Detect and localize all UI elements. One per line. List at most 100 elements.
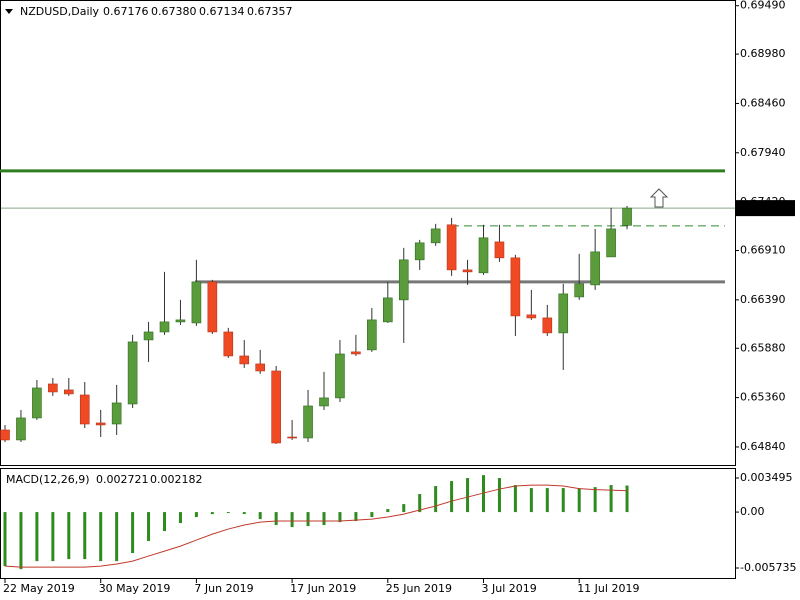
- y-tick-label: 0.67940: [740, 146, 786, 159]
- candle-body: [255, 363, 265, 372]
- macd-bar: [51, 512, 55, 562]
- y-tick-label: 0.64840: [740, 440, 786, 453]
- chart-title: NZDUSD,Daily: [20, 5, 100, 18]
- candle-body: [303, 405, 313, 439]
- candle-body: [319, 397, 329, 407]
- y-tick-label: 0.003495: [740, 471, 793, 484]
- macd-bar: [402, 504, 406, 513]
- macd-bar: [625, 485, 629, 513]
- candle-body: [542, 317, 553, 334]
- macd-bar: [99, 512, 103, 562]
- open-label: 0.67176: [103, 5, 149, 18]
- candle-body: [207, 281, 218, 333]
- y-tick-label: 0.00: [740, 505, 765, 518]
- candle-body: [335, 353, 345, 399]
- macd-bar: [561, 488, 565, 513]
- macd-bar: [529, 488, 533, 513]
- signal-line: [4, 484, 628, 568]
- candle-body: [95, 422, 106, 426]
- candle-body: [382, 297, 393, 323]
- y-tick-label: 0.68460: [740, 96, 786, 109]
- macd-bar: [19, 512, 23, 570]
- candle-body: [239, 355, 250, 365]
- macd-bar: [226, 512, 230, 514]
- candle-body: [446, 224, 457, 271]
- candle-body: [367, 319, 377, 351]
- macd-bar: [35, 512, 39, 562]
- candle-body: [398, 259, 409, 301]
- macd-bar: [115, 512, 119, 562]
- macd-bar: [434, 486, 438, 513]
- macd-bar: [482, 475, 485, 513]
- candle-body: [48, 383, 58, 393]
- candle-body: [351, 351, 361, 355]
- macd-bar: [386, 509, 390, 513]
- candle-body: [478, 237, 489, 274]
- candle-body: [16, 417, 26, 441]
- macd-value: 0.002721: [96, 473, 149, 486]
- main-panel: [0, 0, 736, 466]
- price-box-label: 0.67357: [740, 201, 786, 214]
- up-arrow-icon: [649, 188, 669, 208]
- y-tick-label: 0.68980: [740, 47, 786, 60]
- macd-panel: [0, 468, 736, 579]
- candle-body: [510, 257, 521, 317]
- macd-bar: [418, 494, 422, 513]
- candle-body: [175, 319, 186, 323]
- candle-body: [79, 394, 90, 425]
- macd-bar: [83, 512, 87, 560]
- signal-value: 0.002182: [150, 473, 203, 486]
- macd-bar: [178, 512, 182, 524]
- x-tick-label: 25 Jun 2019: [386, 582, 452, 595]
- macd-bar: [577, 488, 581, 513]
- y-tick-label: 0.69490: [740, 0, 786, 12]
- macd-bar: [593, 487, 597, 513]
- candle-body: [606, 228, 616, 258]
- candle-body: [526, 314, 537, 319]
- macd-bar: [338, 512, 342, 523]
- macd-bar: [322, 512, 326, 526]
- candle-body: [622, 207, 632, 226]
- macd-bar: [67, 512, 71, 560]
- candle-body: [0, 429, 10, 441]
- macd-bar: [194, 512, 198, 518]
- candle-body: [143, 331, 154, 341]
- macd-bar: [609, 485, 613, 513]
- macd-bar: [258, 512, 262, 520]
- candle-body: [430, 228, 441, 244]
- y-tick-label: 0.66910: [740, 244, 786, 257]
- y-tick-label: 0.66390: [740, 293, 786, 306]
- candle-body: [223, 331, 234, 357]
- x-tick-label: 17 Jun 2019: [290, 582, 356, 595]
- x-tick-label: 22 May 2019: [3, 582, 75, 595]
- candle-body: [414, 242, 425, 261]
- macd-bar: [466, 478, 470, 513]
- candle-body: [271, 370, 281, 444]
- macd-bar: [306, 512, 310, 527]
- menu-triangle[interactable]: [5, 9, 13, 14]
- macd-bar: [497, 478, 501, 513]
- candle-body: [111, 402, 122, 425]
- high-label: 0.67380: [151, 5, 197, 18]
- macd-bar: [163, 512, 166, 532]
- y-tick-label: 0.65880: [740, 341, 786, 354]
- candle-body: [159, 321, 170, 333]
- candle-body: [558, 293, 569, 334]
- price-box: [735, 200, 795, 217]
- y-tick-label: -0.005735: [740, 561, 796, 574]
- low-label: 0.67134: [199, 5, 245, 18]
- x-tick-label: 7 Jun 2019: [194, 582, 253, 595]
- macd-bar: [131, 512, 135, 554]
- macd-bar: [3, 512, 7, 567]
- macd-bar: [290, 512, 294, 528]
- candle-body: [64, 389, 74, 395]
- macd-bar: [147, 512, 151, 542]
- x-tick-label: 11 Jul 2019: [577, 582, 639, 595]
- candle-body: [287, 436, 297, 439]
- candle-body: [32, 387, 42, 419]
- candle-body: [191, 281, 202, 324]
- macd-bar: [545, 488, 549, 513]
- candle-body: [574, 283, 585, 298]
